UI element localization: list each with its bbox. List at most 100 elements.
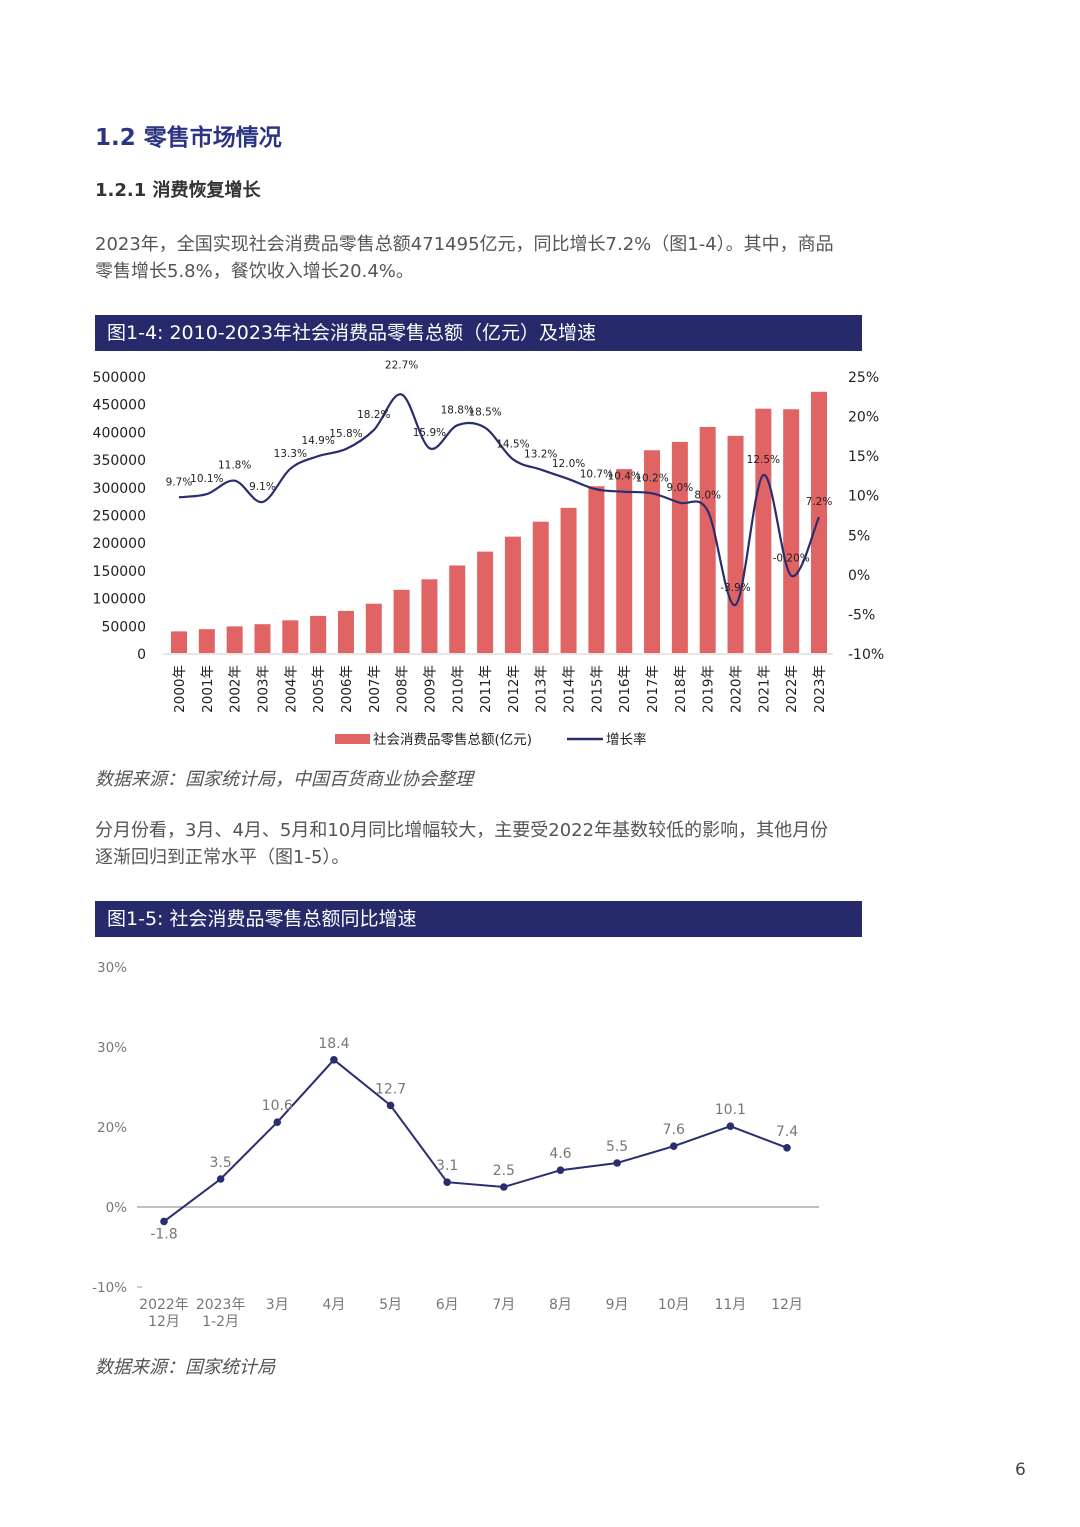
growth-data-label: 9.7% (166, 476, 193, 488)
bar-2002年 (226, 626, 243, 653)
x-axis-tick: 2011年 (478, 665, 494, 713)
growth-data-label: 12.0% (552, 458, 585, 470)
data-point-4 (386, 1101, 395, 1110)
data-label: 18.4 (318, 1036, 349, 1052)
bar-2021年 (755, 408, 772, 653)
bar-2019年 (699, 426, 716, 653)
bar-2017年 (644, 450, 661, 653)
x-axis-tick: 5月 (379, 1297, 402, 1313)
growth-data-label: -0.20% (773, 553, 810, 565)
x-axis-tick: 2021年 (756, 665, 772, 713)
bar-2013年 (532, 521, 549, 653)
x-axis-tick: 2000年 (172, 665, 188, 713)
x-axis-tick: 2008年 (395, 665, 411, 713)
x-axis-tick: 2002年 (228, 665, 244, 713)
left-axis-tick: 50000 (101, 619, 146, 635)
left-axis-tick: 450000 (93, 398, 146, 414)
data-label: 10.1 (715, 1102, 746, 1118)
bar-2005年 (310, 615, 327, 653)
data-point-2 (273, 1118, 282, 1126)
bar-2009年 (421, 579, 438, 653)
paragraph-1: 2023年，全国实现社会消费品零售总额471495亿元，同比增长7.2%（图1-… (95, 231, 865, 285)
data-point-7 (556, 1166, 565, 1174)
x-axis-tick: 2022年 (784, 665, 800, 713)
paragraph-2-line: 分月份看，3月、4月、5月和10月同比增幅较大，主要受2022年基数较低的影响，… (95, 820, 829, 841)
data-label: 5.5 (606, 1139, 628, 1155)
x-axis-tick: 2019年 (701, 665, 717, 713)
x-axis-tick: 3月 (266, 1297, 289, 1313)
x-axis-tick: 2007年 (367, 665, 383, 713)
x-axis-tick: 8月 (549, 1297, 572, 1313)
growth-data-label: 18.5% (468, 407, 501, 419)
growth-data-label: 12.5% (747, 454, 780, 466)
y-axis-tick: 30% (97, 1040, 127, 1056)
bar-2015年 (588, 486, 605, 653)
bar-2018年 (671, 441, 688, 653)
x-axis-tick: 2018年 (673, 665, 689, 713)
left-axis-tick: 250000 (93, 509, 146, 525)
bar-2008年 (393, 589, 410, 653)
right-axis-tick: 25% (848, 370, 879, 386)
growth-rate-line (178, 393, 821, 606)
source-note-1: 数据来源：国家统计局，中国百货商业协会整理 (95, 769, 473, 790)
right-axis-tick: 20% (848, 410, 879, 426)
x-axis-tick: 2001年 (200, 665, 216, 713)
bar-2006年 (337, 610, 354, 653)
bar-2016年 (616, 469, 633, 653)
source-note-2: 数据来源：国家统计局 (95, 1357, 275, 1378)
data-label: 7.4 (776, 1124, 798, 1140)
data-label: 2.5 (493, 1163, 515, 1179)
data-label: -1.8 (150, 1226, 177, 1242)
y-axis-tick: 30% (97, 960, 127, 976)
y-axis-tick: 20% (97, 1120, 127, 1136)
x-axis-tick: 2020年 (729, 665, 745, 713)
growth-data-label: 7.2% (806, 496, 833, 508)
x-axis-tick: 12月 (148, 1314, 180, 1330)
paragraph-2-line: 逐渐回归到正常水平（图1-5）。 (95, 847, 350, 868)
bar-2022年 (783, 409, 800, 653)
x-axis-tick: 2017年 (645, 665, 661, 713)
right-axis-tick: 10% (848, 489, 879, 505)
growth-data-label: 13.2% (524, 449, 557, 461)
data-point-6 (500, 1183, 508, 1191)
data-point-3 (330, 1056, 338, 1064)
chart2-monthly-growth: -10% 0% 20% 30% 30% -1.8 3.5 10.6 18.4 12.7 3.1 2.5… (92, 960, 819, 1330)
growth-data-label: 14.9% (301, 435, 334, 447)
data-label: 10.6 (262, 1098, 293, 1114)
left-axis-tick: 350000 (93, 453, 146, 469)
x-axis-tick: 2004年 (283, 665, 299, 713)
x-axis-tick: 9月 (606, 1297, 629, 1313)
right-axis-tick: 0% (848, 568, 870, 584)
x-axis-tick: 6月 (436, 1297, 459, 1313)
paragraph-1-line: 2023年，全国实现社会消费品零售总额471495亿元，同比增长7.2%（图1-… (95, 234, 834, 255)
growth-data-label: 14.5% (496, 438, 529, 450)
growth-data-label: 10.1% (190, 473, 223, 485)
data-label: 7.6 (663, 1122, 685, 1138)
data-label: 3.1 (436, 1158, 458, 1174)
x-axis-tick: 2009年 (422, 665, 438, 713)
left-axis-tick: 400000 (93, 425, 146, 441)
x-axis-tick: 2015年 (589, 665, 605, 713)
growth-data-label: 22.7% (385, 359, 418, 371)
growth-data-label: 10.7% (580, 468, 613, 480)
growth-data-label: 10.2% (635, 472, 668, 484)
left-axis-tick: 0 (137, 647, 146, 663)
data-point-1 (216, 1175, 225, 1183)
growth-line (163, 1058, 788, 1223)
growth-data-label: 10.4% (608, 471, 641, 483)
legend-bar-label: 社会消费品零售总额(亿元) (373, 732, 532, 748)
growth-data-label: 11.8% (218, 460, 251, 472)
bar-2020年 (727, 435, 744, 653)
x-axis-tick: 2010年 (450, 665, 466, 713)
x-axis-tick: 2006年 (339, 665, 355, 713)
chart2-title-banner: 图1-5: 社会消费品零售总额同比增速 (95, 901, 862, 937)
left-axis-tick: 300000 (93, 481, 146, 497)
x-axis-tick: 4月 (322, 1297, 345, 1313)
bar-2012年 (504, 536, 521, 653)
x-axis-tick: 1-2月 (202, 1314, 239, 1330)
right-axis-tick: 5% (848, 528, 870, 544)
growth-data-label: 13.3% (274, 448, 307, 460)
chart1-retail-sales: 0 50000 100000 150000 200000 250000 300000 3500… (93, 359, 885, 748)
growth-data-label: 15.9% (413, 427, 446, 439)
data-point-0 (160, 1217, 168, 1226)
